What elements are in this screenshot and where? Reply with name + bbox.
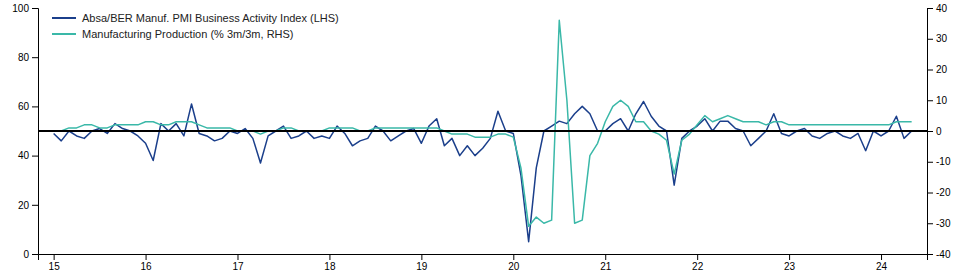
tick-mark	[927, 131, 933, 132]
tick: 0	[23, 249, 38, 260]
tick: 10	[927, 95, 948, 106]
tick-label: 18	[324, 261, 336, 272]
legend-item: Absa/BER Manuf. PMI Business Activity In…	[52, 12, 339, 24]
axis-line	[39, 255, 928, 261]
tick: 0	[927, 126, 942, 137]
tick: 24	[876, 254, 888, 272]
tick: 15	[49, 254, 61, 272]
tick-label: 24	[876, 261, 888, 272]
tick-label: 100	[12, 3, 29, 14]
tick-label: 80	[18, 52, 30, 63]
tick-label: 15	[49, 261, 61, 272]
tick-label: -20	[936, 187, 951, 198]
tick: 17	[232, 254, 244, 272]
tick-mark	[329, 254, 330, 260]
tick: -30	[927, 218, 951, 229]
tick-label: 40	[18, 150, 30, 161]
tick: 20	[927, 64, 948, 75]
tick-mark	[32, 106, 38, 107]
tick-mark	[54, 254, 55, 260]
y-axis: 0 20 40 60 80 100	[12, 3, 38, 260]
tick-mark	[927, 162, 933, 163]
tick-mark	[697, 254, 698, 260]
tick-label: 40	[936, 3, 948, 14]
tick-mark	[789, 254, 790, 260]
tick: 80	[18, 52, 38, 63]
tick: 21	[600, 254, 612, 272]
x-axis: 15 16 17 18 19 20 21 22 23 24	[39, 254, 928, 272]
tick-label: -30	[936, 218, 951, 229]
tick-label: -40	[936, 249, 951, 260]
legend-label: Manufacturing Production (% 3m/3m, RHS)	[82, 28, 294, 40]
tick-mark	[421, 254, 422, 260]
legend: Absa/BER Manuf. PMI Business Activity In…	[52, 12, 339, 40]
tick-label: -10	[936, 156, 951, 167]
tick: 18	[324, 254, 336, 272]
plot-area	[38, 20, 927, 241]
chart: 15161718192021222324020406080100-40-30-2…	[0, 0, 967, 278]
tick-label: 21	[600, 261, 612, 272]
tick-mark	[881, 254, 882, 260]
tick-mark	[927, 100, 933, 101]
tick-mark	[927, 8, 933, 9]
tick: -40	[927, 249, 951, 260]
tick-mark	[927, 193, 933, 194]
legend-label: Absa/BER Manuf. PMI Business Activity In…	[82, 12, 339, 24]
tick-mark	[146, 254, 147, 260]
tick-mark	[32, 57, 38, 58]
tick: 16	[141, 254, 153, 272]
tick-mark	[927, 39, 933, 40]
tick-label: 23	[784, 261, 796, 272]
tick: 30	[927, 33, 948, 44]
tick-mark	[927, 254, 933, 255]
reference-line	[38, 130, 927, 132]
tick: 19	[416, 254, 428, 272]
tick: 40	[927, 3, 948, 14]
tick-mark	[237, 254, 238, 260]
legend-swatch	[52, 33, 76, 35]
tick-mark	[927, 70, 933, 71]
tick-mark	[32, 254, 38, 255]
tick-label: 20	[508, 261, 520, 272]
tick-mark	[32, 156, 38, 157]
tick-label: 17	[232, 261, 244, 272]
tick-mark	[32, 8, 38, 9]
tick: -10	[927, 156, 951, 167]
y2-axis: -40 -30 -20 -10 0 10 20 30 40	[927, 3, 951, 260]
tick: 22	[692, 254, 704, 272]
tick-mark	[513, 254, 514, 260]
tick-label: 30	[936, 33, 948, 44]
tick-label: 0	[23, 249, 29, 260]
tick: 60	[18, 101, 38, 112]
tick-label: 16	[141, 261, 153, 272]
tick-label: 20	[18, 200, 30, 211]
tick: -20	[927, 187, 951, 198]
tick-label: 19	[416, 261, 428, 272]
tick-label: 60	[18, 101, 30, 112]
tick: 100	[12, 3, 38, 14]
tick-mark	[927, 223, 933, 224]
legend-swatch	[52, 17, 76, 19]
legend-item: Manufacturing Production (% 3m/3m, RHS)	[52, 28, 294, 40]
tick-label: 20	[936, 64, 948, 75]
tick-label: 10	[936, 95, 948, 106]
tick: 23	[784, 254, 796, 272]
tick-label: 22	[692, 261, 704, 272]
tick-mark	[605, 254, 606, 260]
axis-line	[928, 9, 934, 255]
tick-mark	[32, 205, 38, 206]
axis-line	[32, 9, 39, 255]
tick: 40	[18, 150, 38, 161]
series-line	[54, 20, 912, 226]
tick: 20	[18, 200, 38, 211]
tick-label: 0	[936, 126, 942, 137]
tick: 20	[508, 254, 520, 272]
